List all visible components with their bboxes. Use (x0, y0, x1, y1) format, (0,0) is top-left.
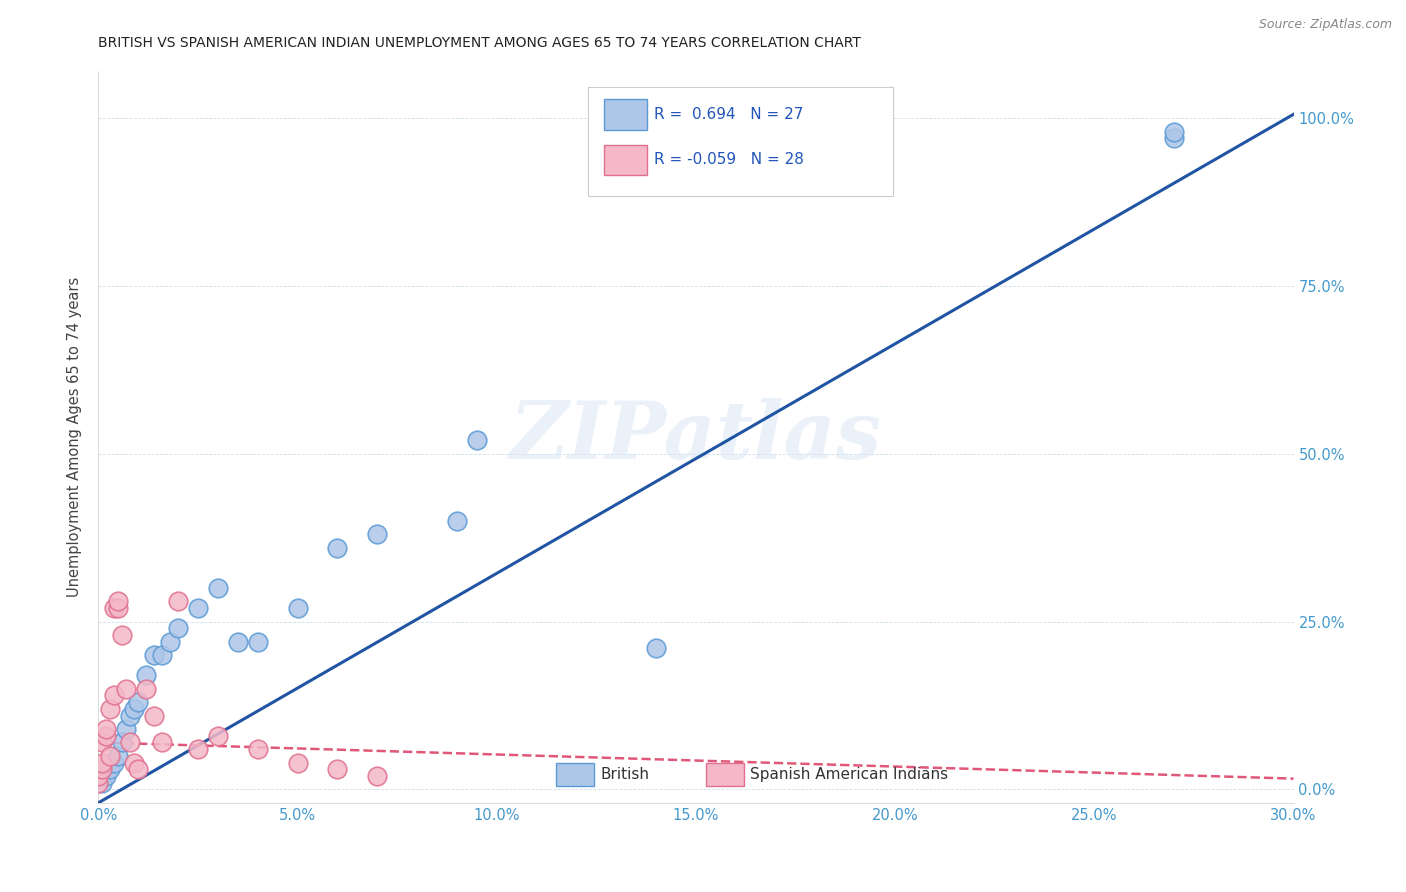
FancyBboxPatch shape (557, 763, 595, 786)
FancyBboxPatch shape (588, 87, 893, 195)
Point (207, 729, 229, 743)
Point (246, 634, 269, 648)
Point (187, 601, 209, 615)
Point (100, 762, 122, 776)
Point (1163, 125, 1185, 139)
Point (135, 681, 157, 696)
Point (91, 735, 114, 749)
Point (111, 735, 134, 749)
FancyBboxPatch shape (706, 763, 744, 786)
Y-axis label: Unemployment Among Ages 65 to 74 years: Unemployment Among Ages 65 to 74 years (67, 277, 83, 598)
Text: R = -0.059   N = 28: R = -0.059 N = 28 (654, 153, 804, 168)
Point (150, 735, 173, 749)
Point (143, 648, 166, 662)
Point (91, 756, 114, 770)
Point (207, 581, 229, 595)
Point (115, 722, 138, 736)
Point (159, 634, 181, 648)
Text: Source: ZipAtlas.com: Source: ZipAtlas.com (1258, 18, 1392, 31)
Point (103, 601, 125, 615)
Point (135, 668, 157, 682)
Point (287, 601, 309, 615)
Point (91, 762, 114, 776)
Point (127, 762, 149, 776)
Point (100, 702, 122, 716)
Point (167, 621, 190, 635)
Point (366, 769, 388, 783)
Point (446, 514, 468, 528)
Point (326, 541, 349, 555)
FancyBboxPatch shape (605, 99, 647, 130)
Point (107, 601, 129, 615)
Point (150, 648, 173, 662)
Point (96, 729, 118, 743)
Point (87, 775, 110, 789)
Point (326, 762, 349, 776)
Point (103, 689, 125, 703)
Point (246, 742, 269, 756)
Point (120, 708, 142, 723)
Text: Spanish American Indians: Spanish American Indians (749, 767, 948, 781)
Point (167, 594, 190, 608)
Point (107, 594, 129, 608)
Point (115, 681, 138, 696)
Text: ZIPatlas: ZIPatlas (510, 399, 882, 475)
Text: British: British (600, 767, 650, 781)
Point (100, 748, 122, 763)
Point (91, 775, 114, 789)
Point (120, 735, 142, 749)
Point (103, 756, 125, 770)
Point (645, 641, 668, 656)
Point (187, 742, 209, 756)
Point (111, 628, 134, 642)
Point (226, 634, 249, 648)
FancyBboxPatch shape (605, 145, 647, 175)
Point (465, 434, 488, 448)
Point (96, 722, 118, 736)
Point (1163, 131, 1185, 145)
Point (287, 756, 309, 770)
Text: BRITISH VS SPANISH AMERICAN INDIAN UNEMPLOYMENT AMONG AGES 65 TO 74 YEARS CORREL: BRITISH VS SPANISH AMERICAN INDIAN UNEMP… (98, 36, 862, 50)
Text: R =  0.694   N = 27: R = 0.694 N = 27 (654, 107, 803, 122)
Point (143, 708, 166, 723)
Point (96, 769, 118, 783)
Point (124, 756, 146, 770)
Point (366, 527, 388, 541)
Point (127, 695, 149, 709)
Point (124, 702, 146, 716)
Point (107, 748, 129, 763)
Point (87, 769, 110, 783)
